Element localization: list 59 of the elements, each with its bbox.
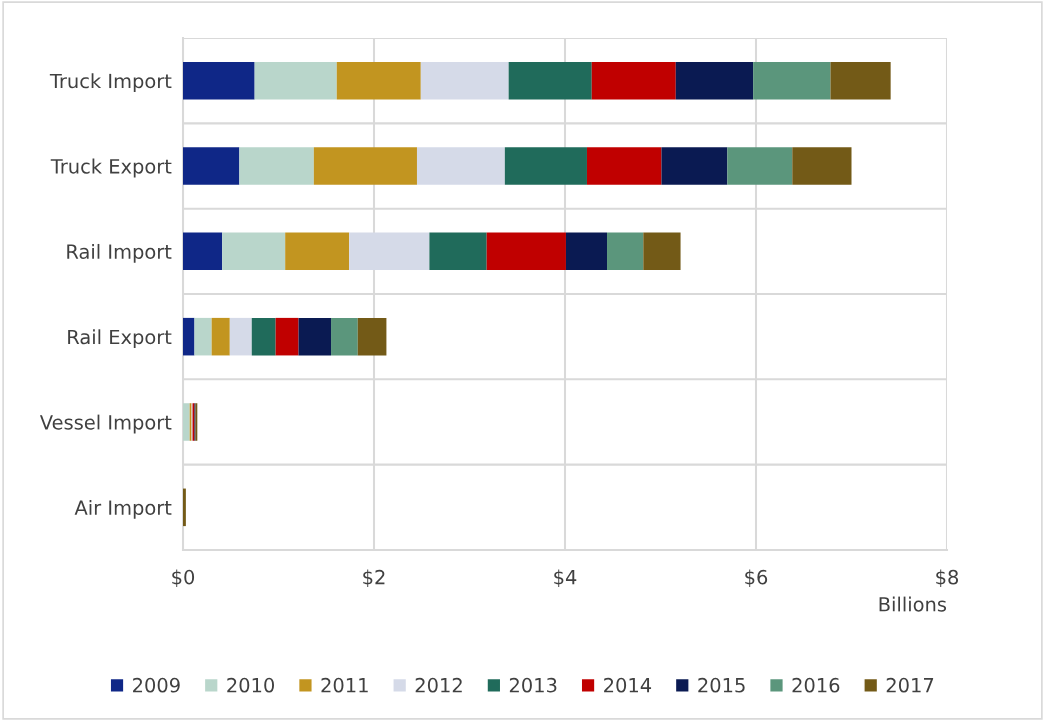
- bar: [727, 147, 793, 185]
- bar: [675, 61, 754, 100]
- bar: [349, 232, 430, 271]
- bar: [420, 61, 509, 100]
- legend-label: 2009: [133, 677, 180, 693]
- x-axis-title: Billions: [879, 596, 947, 612]
- bar: [183, 403, 190, 441]
- legend-label: 2012: [415, 677, 462, 693]
- bar: [792, 147, 852, 185]
- bar: [183, 147, 240, 185]
- bar: [830, 61, 891, 100]
- legend-label: 2014: [604, 677, 652, 693]
- bar: [331, 317, 358, 356]
- bar: [251, 317, 276, 356]
- bar: [183, 61, 255, 100]
- bar: [586, 147, 662, 185]
- y-tick-label: Truck Import: [49, 73, 172, 93]
- bar: [504, 147, 587, 185]
- legend-label: 2015: [698, 677, 745, 693]
- bar: [194, 317, 212, 356]
- bar: [643, 232, 681, 271]
- bar: [336, 61, 421, 100]
- bar: [254, 61, 337, 100]
- y-tick-label: Vessel Import: [39, 414, 172, 434]
- bar: [661, 147, 728, 185]
- x-tick-label: $0: [172, 569, 195, 588]
- bar: [222, 232, 286, 271]
- y-tick-label: Truck Export: [50, 158, 172, 178]
- bar: [183, 232, 223, 271]
- bar: [211, 317, 230, 356]
- legend-label: 2011: [321, 677, 368, 693]
- x-tick-label: $6: [745, 569, 768, 588]
- legend-label: 2017: [886, 677, 934, 693]
- legend-label: 2010: [227, 677, 275, 693]
- bar: [607, 232, 644, 271]
- bar: [183, 317, 195, 356]
- bar: [239, 147, 314, 185]
- bar: [285, 232, 350, 271]
- y-tick-label: Air Import: [74, 499, 172, 519]
- legend-label: 2013: [509, 677, 557, 693]
- bar: [313, 147, 417, 185]
- legend-label: 2016: [792, 677, 840, 693]
- bar: [429, 232, 487, 271]
- bar: [416, 147, 505, 185]
- bar: [229, 317, 252, 356]
- bar: [753, 61, 831, 100]
- y-tick-label: Rail Import: [67, 243, 172, 263]
- y-tick-label: Rail Export: [68, 329, 172, 349]
- x-tick-label: $4: [554, 569, 577, 588]
- bar: [357, 317, 387, 356]
- bar: [486, 232, 566, 271]
- bar: [183, 488, 186, 527]
- bar: [508, 61, 592, 100]
- bar: [591, 61, 676, 100]
- bar: [298, 317, 332, 356]
- x-tick-label: $8: [936, 569, 959, 588]
- bar: [275, 317, 299, 356]
- bar: [565, 232, 608, 271]
- x-tick-label: $2: [363, 569, 385, 588]
